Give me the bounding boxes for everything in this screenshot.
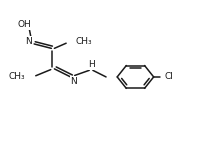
Text: N: N (25, 37, 31, 46)
Text: CH₃: CH₃ (9, 72, 26, 81)
Text: CH₃: CH₃ (76, 37, 92, 46)
Text: OH: OH (17, 20, 31, 29)
Text: H: H (88, 60, 95, 69)
Text: Cl: Cl (165, 72, 174, 81)
Text: N: N (70, 77, 77, 86)
